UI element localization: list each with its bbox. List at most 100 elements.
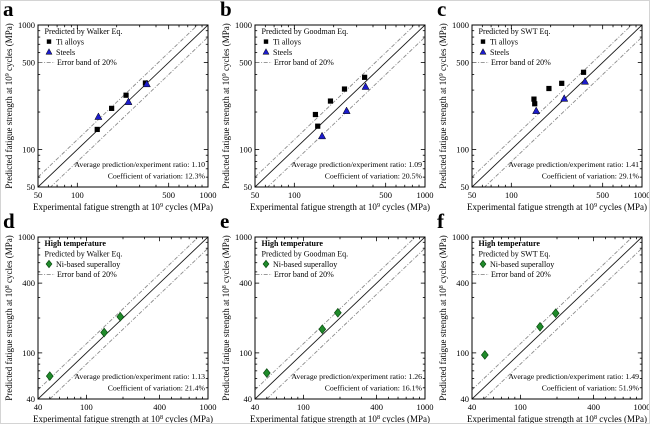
x-tick-label: 50	[468, 190, 477, 200]
data-point-triangle	[560, 94, 569, 102]
plot-frame	[471, 236, 643, 400]
identity-line	[255, 25, 425, 187]
x-tick-label: 400	[587, 402, 600, 412]
upper-error-band-line	[255, 25, 416, 178]
x-tick-label: 1000	[200, 402, 217, 412]
data-point-triangle	[142, 79, 151, 88]
legend-eq-label: Predicted by SWT Eq.	[479, 27, 551, 36]
panel-c-chart: 50 50 100 100 500 500 1000 1000 Predicted by SWT…	[435, 1, 650, 213]
y-tick-label: 50	[244, 182, 253, 192]
plot-frame	[254, 236, 426, 400]
y-tick-label: 1000	[452, 232, 469, 242]
legend: Predicted by Walker Eq.Ti alloys SteelsEr…	[38, 27, 123, 67]
identity-line	[255, 237, 425, 399]
y-tick-label: 100	[456, 144, 469, 154]
lower-error-band-line	[484, 36, 642, 187]
x-tick-label: 100	[80, 402, 93, 412]
x-axis-title: Experimental fatigue strength at 108 cyc…	[250, 414, 430, 424]
series-triangle	[94, 79, 151, 120]
x-axis-title: Experimental fatigue strength at 108 cyc…	[33, 414, 213, 424]
plot-frame	[471, 24, 643, 188]
data-point-square	[580, 69, 587, 75]
reference-lines	[38, 25, 208, 187]
y-axis-title: Predicted fatigue strength at 108 cycles…	[221, 235, 231, 401]
reference-lines	[472, 25, 642, 187]
y-tick-label: 1000	[452, 20, 469, 30]
series-diamond	[262, 307, 342, 378]
upper-error-band-line	[472, 237, 634, 391]
data-point-triangle	[479, 48, 487, 55]
data-point-square	[109, 105, 115, 111]
y-tick-label: 400	[239, 278, 252, 288]
x-tick-label: 100	[514, 402, 527, 412]
legend-series-label: Steels	[490, 48, 509, 57]
y-tick-label: 500	[22, 57, 35, 67]
legend-high-temp-label: High temperature	[479, 239, 541, 248]
lower-error-band-line	[50, 36, 208, 187]
x-tick-label: 100	[505, 190, 518, 200]
data-point-triangle	[532, 106, 541, 114]
panel-b-chart: 50 50 100 100 500 500 1000 1000 Predicted by Goo…	[218, 1, 435, 213]
x-tick-label: 500	[379, 190, 392, 200]
x-tick-label: 50	[34, 190, 43, 200]
y-tick-label: 400	[22, 278, 35, 288]
panel-e: 40 40 100 100 400 400 1000 1000 High temperature…	[218, 209, 435, 424]
data-point-triangle	[361, 82, 370, 90]
y-tick-label: 100	[22, 348, 35, 358]
stats-ratio: Average prediction/experiment ratio: 1.4…	[508, 160, 639, 169]
panel-letter-e: e	[220, 209, 230, 233]
stats: Average prediction/experiment ratio: 1.1…	[74, 160, 205, 181]
y-tick-label: 50	[27, 182, 36, 192]
stats: Average prediction/experiment ratio: 1.4…	[508, 160, 639, 181]
data-point-diamond	[551, 308, 560, 319]
stats-cov: Coefficient of variation: 20.5%	[325, 172, 423, 181]
data-point-diamond	[262, 368, 271, 378]
reference-lines	[472, 237, 642, 399]
stats-ratio: Average prediction/experiment ratio: 1.1…	[74, 372, 205, 381]
x-tick-label: 100	[288, 190, 301, 200]
panel-letter-c: c	[437, 0, 447, 21]
stats: Average prediction/experiment ratio: 1.4…	[508, 372, 639, 393]
legend: Predicted by SWT Eq.Ti alloys SteelsError…	[472, 27, 551, 67]
legend-series-label: Steels	[56, 48, 75, 57]
y-axis-title: Predicted fatigue strength at 108 cycles…	[438, 235, 448, 401]
x-tick-label: 1000	[200, 190, 217, 200]
y-axis-title: Predicted fatigue strength at 109 cycles…	[4, 23, 14, 189]
panel-letter-f: f	[437, 209, 444, 233]
data-point-square	[263, 39, 269, 44]
x-tick-label: 1000	[634, 190, 650, 200]
upper-error-band-line	[472, 25, 633, 178]
x-tick-label: 400	[153, 402, 166, 412]
data-point-diamond	[318, 324, 327, 335]
stats-ratio: Average prediction/experiment ratio: 1.2…	[291, 372, 422, 381]
series-square	[312, 74, 368, 129]
legend-eq-label: Predicted by Goodman Eq.	[262, 249, 349, 258]
series-square	[94, 80, 149, 133]
legend-eq-label: Predicted by Walker Eq.	[45, 27, 123, 36]
plot-frame	[37, 24, 209, 188]
panel-d: 40 40 100 100 400 400 1000 1000 High temperature…	[1, 209, 218, 424]
legend-series-label: Ni-based superalloy	[273, 260, 337, 269]
stats-cov: Coefficient of variation: 51.9%	[542, 384, 640, 393]
x-axis-title: Experimental fatigue strength at 109 cyc…	[467, 202, 647, 212]
data-point-triangle	[124, 97, 133, 105]
series-triangle	[532, 77, 589, 114]
x-tick-label: 500	[162, 190, 175, 200]
y-tick-label: 500	[239, 57, 252, 67]
stats-cov: Coefficient of variation: 29.1%	[542, 172, 640, 181]
plot-frame	[37, 236, 209, 400]
panel-letter-d: d	[3, 209, 15, 233]
data-point-square	[341, 86, 348, 92]
upper-error-band-line	[38, 25, 199, 178]
data-point-square	[532, 101, 538, 107]
legend-error-band-label: Error band of 20%	[274, 58, 334, 67]
data-point-square	[480, 39, 486, 44]
y-axis-title: Predicted fatigue strength at 108 cycles…	[4, 235, 14, 401]
